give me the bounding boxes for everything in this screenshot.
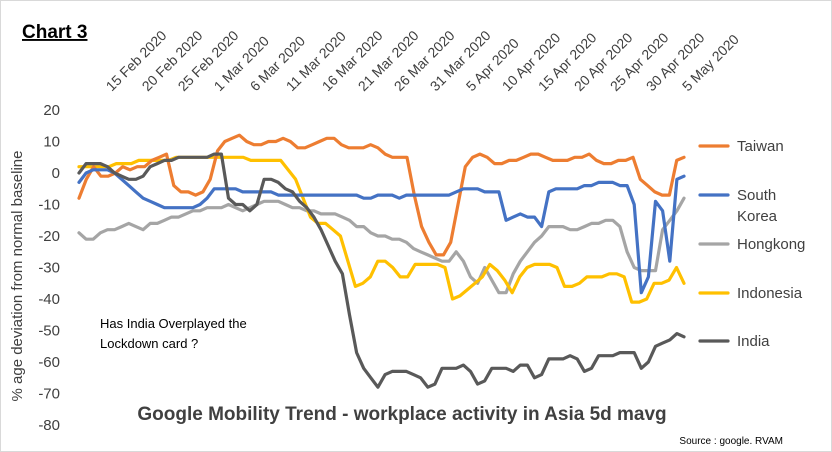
y-tick-label: 10 — [43, 134, 60, 151]
series-line-south-korea — [77, 168, 686, 295]
series-lines — [77, 133, 686, 389]
y-tick-label: -60 — [38, 354, 60, 371]
y-tick-label: 0 — [52, 165, 60, 182]
chart-title: Google Mobility Trend - workplace activi… — [137, 404, 666, 425]
series-line-taiwan — [77, 133, 686, 257]
y-tick-label: -70 — [38, 386, 60, 403]
series-line-india — [77, 152, 686, 389]
source-note: Source : google. RVAM — [679, 436, 783, 447]
y-axis-label: % age deviation from normal baseline — [9, 151, 26, 402]
legend-label-india: India — [737, 333, 770, 350]
series-line-indonesia — [77, 155, 686, 304]
legend-label-indonesia: Indonesia — [737, 285, 803, 302]
legend: Taiwan South Korea Hongkong Indonesia India — [698, 138, 805, 350]
y-tick-labels: 20 10 0 -10 -20 -30 -40 -50 -60 -70 -80 — [38, 102, 60, 434]
y-tick-label: -80 — [38, 417, 60, 434]
legend-label-taiwan: Taiwan — [737, 138, 784, 155]
y-tick-label: -20 — [38, 228, 60, 245]
series-line-hongkong — [77, 196, 686, 295]
chart-heading: Chart 3 — [22, 22, 87, 43]
legend-label-south-korea: Korea — [737, 208, 778, 225]
legend-label-hongkong: Hongkong — [737, 236, 805, 253]
legend-label-south-korea: South — [737, 187, 776, 204]
y-tick-label: 20 — [43, 102, 60, 119]
y-tick-label: -10 — [38, 197, 60, 214]
annotation-line-1: Has India Overplayed the — [100, 316, 247, 331]
y-tick-label: -40 — [38, 291, 60, 308]
y-tick-label: -30 — [38, 260, 60, 277]
annotation-line-2: Lockdown card ? — [100, 336, 198, 351]
y-tick-label: -50 — [38, 323, 60, 340]
